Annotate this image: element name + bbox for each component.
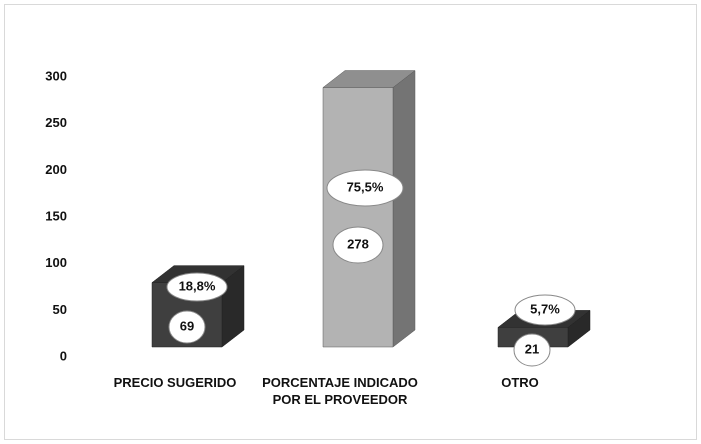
x-tick-label: OTRO (501, 375, 539, 390)
percent-label: 75,5% (347, 179, 384, 194)
data-label: 278 (347, 236, 369, 251)
x-tick-label: PORCENTAJE INDICADO POR EL PROVEEDOR (262, 375, 418, 407)
percent-oval (514, 294, 576, 326)
data-label: 69 (180, 318, 194, 333)
bar-side (392, 70, 416, 348)
y-tick-label: 150 (45, 208, 67, 223)
y-tick-label: 300 (45, 68, 67, 83)
percent-oval (326, 169, 404, 207)
percent-oval (166, 272, 228, 302)
bar (322, 70, 416, 348)
count-oval (513, 333, 551, 367)
percent-label: 18,8% (179, 278, 216, 293)
y-tick-label: 50 (53, 302, 67, 317)
count-oval (168, 310, 206, 344)
percent-label: 5,7% (530, 301, 560, 316)
x-tick-label: PRECIO SUGERIDO (113, 375, 237, 390)
y-tick-label: 0 (60, 348, 67, 363)
y-tick-label: 250 (45, 115, 67, 130)
y-tick-label: 200 (45, 162, 67, 177)
count-oval (332, 226, 384, 264)
y-tick-label: 100 (45, 255, 67, 270)
bar-front (322, 87, 394, 348)
data-label: 21 (525, 341, 539, 356)
